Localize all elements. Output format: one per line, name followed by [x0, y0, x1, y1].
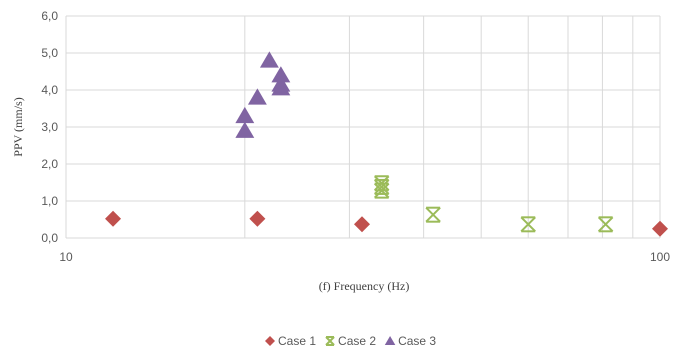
legend-item: Case 2: [325, 334, 376, 348]
series-case-3: [235, 51, 291, 138]
x-tick-labels: 10 100: [59, 250, 670, 264]
legend-label: Case 1: [278, 334, 316, 348]
data-point: [520, 216, 536, 233]
data-point: [373, 175, 390, 192]
legend-marker-icon: [325, 336, 335, 346]
data-point: [105, 210, 122, 227]
series-case-2: [373, 175, 614, 233]
y-tick-label: 4,0: [41, 83, 58, 97]
data-point: [271, 75, 291, 92]
data-points: [105, 51, 668, 237]
y-tick-label: 2,0: [41, 157, 58, 171]
y-tick-label: 6,0: [41, 9, 58, 23]
data-point: [353, 216, 370, 233]
data-point: [249, 210, 266, 227]
legend-item: Case 1: [265, 334, 316, 348]
data-point: [271, 66, 291, 83]
data-point: [652, 220, 668, 237]
data-point: [597, 216, 614, 233]
x-axis-title: (f) Frequency (Hz): [319, 279, 410, 293]
y-tick-label: 0,0: [41, 231, 58, 245]
series-case-1: [105, 210, 668, 237]
legend-marker-icon: [384, 336, 396, 345]
data-point: [259, 51, 279, 68]
legend-label: Case 3: [398, 334, 436, 348]
x-tick-label: 100: [650, 250, 670, 264]
y-tick-label: 3,0: [41, 120, 58, 134]
data-point: [425, 206, 441, 223]
x-tick-label: 10: [59, 250, 73, 264]
data-point: [247, 88, 267, 105]
data-point: [235, 106, 255, 124]
y-tick-labels: 0,0 1,0 2,0 3,0 4,0 5,0 6,0: [41, 9, 58, 245]
legend-label: Case 2: [338, 334, 376, 348]
legend-item: Case 3: [384, 334, 436, 348]
legend: Case 1 Case 2 Case 3: [265, 334, 436, 348]
y-tick-label: 1,0: [41, 194, 58, 208]
y-tick-label: 5,0: [41, 46, 58, 60]
grid-lines: [65, 15, 661, 239]
legend-marker-icon: [265, 336, 275, 346]
data-point: [235, 121, 255, 138]
y-axis-title: PPV (mm/s): [11, 97, 25, 156]
